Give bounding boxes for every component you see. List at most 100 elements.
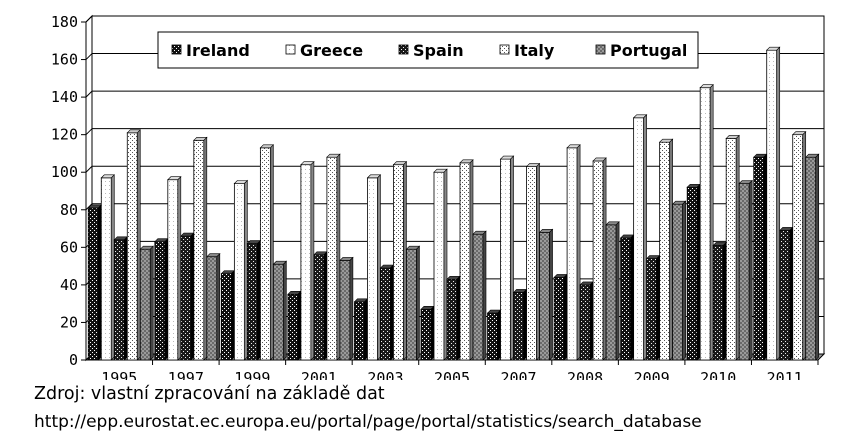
legend-label-italy: Italy xyxy=(514,41,555,60)
bar-spain-1999-side xyxy=(257,239,261,361)
bar-greece-1999-side xyxy=(244,179,248,361)
bar-italy-1997 xyxy=(193,139,205,361)
bar-portugal-2011-side xyxy=(815,153,820,361)
bar-italy-2007 xyxy=(526,166,537,361)
bar-portugal-1995-side xyxy=(149,245,154,361)
bar-portugal-2003-side xyxy=(416,245,420,361)
bar-greece-2009 xyxy=(633,117,645,361)
y-tick-label: 100 xyxy=(51,163,78,181)
bar-italy-2009-side xyxy=(669,138,673,361)
x-tick-label: 1997 xyxy=(168,369,204,380)
bar-greece-2003-side xyxy=(377,174,381,361)
bar-greece-2001-side xyxy=(310,160,315,361)
bar-greece-1997 xyxy=(167,179,179,361)
x-tick-label: 2005 xyxy=(434,369,470,380)
bar-portugal-2010 xyxy=(738,183,750,361)
bar-ireland-2010 xyxy=(686,186,698,361)
bar-italy-2009 xyxy=(659,141,671,361)
bar-greece-2005-side xyxy=(443,168,448,361)
bar-portugal-2003 xyxy=(406,248,417,361)
bar-italy-1995 xyxy=(126,132,138,361)
bar-greece-2005 xyxy=(433,171,445,361)
legend-label-portugal: Portugal xyxy=(610,41,687,60)
bar-portugal-2010-side xyxy=(748,179,753,361)
x-tick-label: 2010 xyxy=(700,369,736,380)
gridline-depth xyxy=(85,90,93,98)
bar-greece-2011 xyxy=(766,49,778,361)
bar-spain-2009-side xyxy=(656,254,660,361)
bar-ireland-2003 xyxy=(354,301,365,361)
source-url: http://epp.eurostat.ec.europa.eu/portal/… xyxy=(34,412,702,432)
bar-greece-2008-side xyxy=(576,144,581,361)
bar-spain-2010-side xyxy=(722,241,727,361)
bar-spain-1997 xyxy=(180,235,192,361)
bar-ireland-2008-side xyxy=(563,273,568,361)
bar-spain-1997-side xyxy=(190,232,195,361)
bar-italy-2001-side xyxy=(336,153,341,361)
bar-portugal-1997-side xyxy=(216,252,221,361)
bar-greece-2008 xyxy=(566,147,578,361)
y-tick-label: 160 xyxy=(51,51,78,69)
bar-greece-2010-side xyxy=(709,83,714,361)
bar-ireland-2005-side xyxy=(430,305,435,361)
bar-spain-2007-side xyxy=(523,288,527,361)
y-tick-label: 140 xyxy=(51,88,78,106)
bar-portugal-2009-side xyxy=(682,200,686,361)
y-tick-label: 120 xyxy=(51,126,78,144)
bar-spain-2005 xyxy=(446,278,458,361)
legend-swatch-portugal xyxy=(595,44,606,55)
bar-ireland-2001 xyxy=(287,293,299,361)
bar-chart: 0 20 40 60 80 100 120 140 160 180 1995 1997 1999 2001… xyxy=(51,13,826,380)
y-tick-label: 40 xyxy=(60,276,78,294)
bar-spain-1995-side xyxy=(123,236,128,361)
gridline-depth xyxy=(85,15,93,23)
y-tick-label: 0 xyxy=(69,351,78,369)
legend-swatch-ireland xyxy=(171,44,182,55)
bar-spain-2011-side xyxy=(789,226,794,361)
bar-ireland-1995-side xyxy=(97,204,102,361)
y-tick-label: 80 xyxy=(60,201,78,219)
legend-swatch-italy xyxy=(499,44,510,55)
bar-spain-2001 xyxy=(313,254,325,361)
legend-box xyxy=(157,31,699,69)
bar-ireland-2003-side xyxy=(364,298,368,361)
bar-portugal-2008-side xyxy=(615,221,620,361)
legend-label-ireland: Ireland xyxy=(186,41,250,60)
bar-greece-2011-side xyxy=(776,46,781,361)
bar-portugal-1999 xyxy=(272,263,284,361)
bar-greece-2010 xyxy=(699,87,711,361)
bar-portugal-1997 xyxy=(206,256,218,361)
bar-italy-1995-side xyxy=(136,129,141,361)
bar-ireland-2010-side xyxy=(696,183,701,361)
bar-ireland-2008 xyxy=(553,276,565,361)
bar-spain-2005-side xyxy=(456,275,461,361)
x-tick-label: 1995 xyxy=(101,369,137,380)
legend: Ireland Greece Spain Italy Portugal xyxy=(157,31,699,69)
bar-spain-2009 xyxy=(646,258,658,361)
y-tick-label: 60 xyxy=(60,238,78,256)
bar-ireland-2011 xyxy=(753,156,765,361)
bar-spain-2011 xyxy=(779,230,791,361)
legend-swatch-greece xyxy=(285,44,296,55)
tick-labels: 0 20 40 60 80 100 120 140 160 180 1995 1997 1999 2001… xyxy=(51,13,803,380)
bar-ireland-1999 xyxy=(220,273,232,361)
bar-portugal-1999-side xyxy=(283,260,287,361)
bar-ireland-2001-side xyxy=(297,290,302,361)
bar-greece-1997-side xyxy=(177,176,182,361)
bar-italy-2011-side xyxy=(802,130,807,361)
bar-italy-2003 xyxy=(393,164,404,361)
bar-ireland-2005 xyxy=(420,308,432,361)
bar-ireland-2007 xyxy=(487,312,498,361)
bar-ireland-1997 xyxy=(154,241,166,361)
legend-label-greece: Greece xyxy=(300,41,363,60)
bar-italy-2007-side xyxy=(536,162,540,361)
bars xyxy=(87,46,820,361)
y-tick-label: 180 xyxy=(51,13,78,31)
bar-greece-2007 xyxy=(500,158,511,361)
source-note: Zdroj: vlastní zpracování na základě dat xyxy=(34,384,385,404)
bar-ireland-2007-side xyxy=(497,309,501,361)
bar-italy-2005-side xyxy=(469,159,474,361)
bar-italy-2010-side xyxy=(735,134,740,361)
x-tick-label: 1999 xyxy=(234,369,270,380)
bar-greece-1995 xyxy=(100,177,112,361)
